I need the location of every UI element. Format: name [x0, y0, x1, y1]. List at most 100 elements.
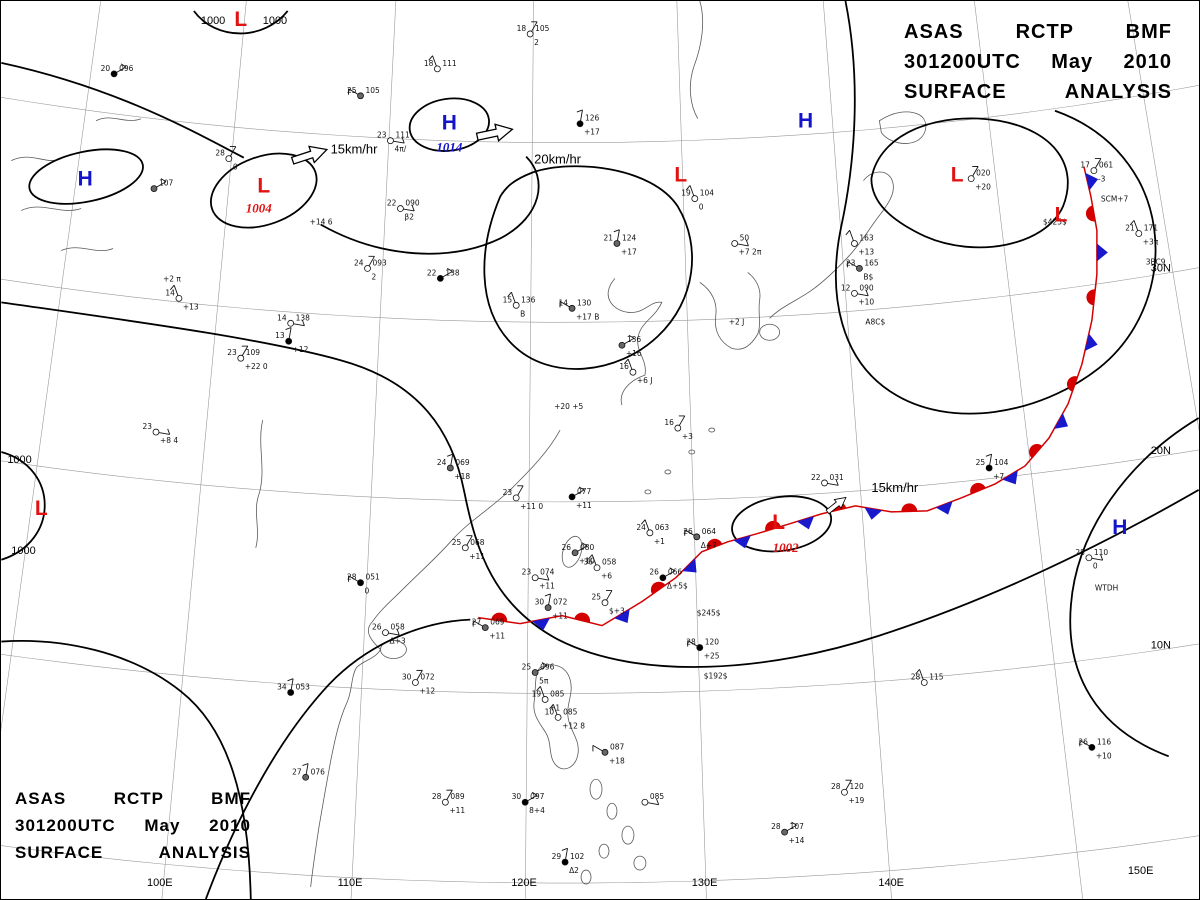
station-symbol	[302, 773, 310, 781]
station-extra: +11 0	[520, 502, 543, 511]
high-pressure-symbol: H	[798, 110, 813, 133]
station-plot: 14 130+17 B	[559, 298, 600, 321]
station-symbol	[287, 319, 295, 327]
station-temperature: 14	[277, 313, 287, 322]
station-symbol	[576, 120, 584, 128]
station-plot: 23 +8 4	[142, 422, 178, 445]
wind-barb	[847, 261, 858, 268]
station-temperature: 12	[841, 283, 851, 292]
station-symbol	[225, 155, 233, 163]
movement-speed-label: 15km/hr	[871, 480, 919, 495]
station-temperature: 28	[432, 792, 442, 801]
station-temperature: 24	[636, 523, 646, 532]
station-temperature: 22	[427, 268, 437, 277]
island	[633, 855, 647, 871]
station-symbol	[541, 696, 549, 703]
station-extra: +12	[419, 686, 435, 695]
station-extra: +8 4	[160, 436, 178, 445]
wind-barb-tick	[669, 567, 676, 572]
station-symbol	[152, 428, 160, 436]
station-symbol	[433, 65, 441, 73]
station-extra: +17	[621, 247, 637, 256]
station-extra: +3π	[1143, 237, 1159, 246]
station-extra: +11	[449, 806, 465, 815]
front-warm-symbol	[1086, 289, 1096, 306]
station-symbol	[544, 604, 552, 612]
station-extra: +11	[489, 632, 505, 641]
island-kyushu	[759, 323, 780, 341]
station-extra: 0	[365, 587, 370, 596]
low-pressure-symbol: L	[951, 164, 964, 187]
station-symbol	[985, 464, 993, 472]
station-symbol	[397, 205, 404, 212]
station-temperature: 10	[545, 707, 555, 716]
wind-barb	[305, 763, 309, 775]
station-pressure: 020	[976, 169, 991, 178]
station-temperature: 36	[583, 558, 593, 567]
front-cold-symbol	[1085, 172, 1099, 191]
station-symbol	[287, 689, 295, 696]
island	[598, 843, 610, 859]
station-temperature: 13	[275, 331, 285, 340]
station-pressure: 115	[929, 672, 944, 681]
station-plot: 27 069+11	[472, 618, 506, 641]
front-cold-symbol	[1054, 413, 1069, 429]
wind-barb	[1133, 220, 1139, 231]
station-plot: 25 068 +11	[452, 535, 485, 561]
longitude-label: 140E	[878, 877, 904, 889]
wind-barb	[606, 590, 613, 601]
station-temperature: 23	[377, 131, 387, 140]
station-plot: +2 π	[163, 274, 181, 283]
station-plot: $192$	[704, 671, 728, 680]
wind-barb-tick	[1100, 554, 1104, 561]
wind-barb	[450, 454, 454, 466]
island	[606, 802, 618, 820]
station-pressure: 138	[445, 268, 460, 277]
wind-barb	[548, 593, 551, 605]
wind-barb	[647, 802, 659, 806]
station-extra: 2	[372, 272, 377, 281]
pressure-value-label: 1014	[436, 140, 462, 155]
station-extra: +13	[183, 302, 199, 311]
station-plot: 50 +7 2π	[731, 233, 762, 256]
isobar	[1, 61, 245, 159]
station-plot: 22 031	[811, 473, 844, 487]
station-symbol	[481, 624, 489, 631]
station-pressure: 072	[420, 672, 434, 681]
station-plot: 136 +16	[618, 334, 642, 358]
station-pressure: 124	[622, 233, 637, 242]
wind-barb	[538, 577, 549, 581]
isobar-low-1002	[731, 495, 833, 553]
station-symbol	[512, 301, 520, 309]
wind-barb-tick	[428, 55, 433, 61]
isobar-low-1004	[209, 152, 318, 229]
wind-barb-tick	[544, 593, 551, 597]
isobar	[205, 618, 471, 899]
station-plot: SCM+7	[1101, 195, 1129, 204]
front-warm-symbol	[765, 520, 781, 532]
station-plot: 26 116+10	[1078, 737, 1112, 760]
station-plot: +14 6	[310, 218, 333, 227]
wind-barb-tick	[531, 791, 538, 796]
station-pressure: 072	[553, 598, 567, 607]
station-temperature: 20	[101, 64, 111, 73]
station-plot: 27 076	[292, 763, 325, 781]
station-plot: 30 072 +11	[535, 593, 568, 621]
station-symbol	[285, 337, 293, 345]
station-plot: 21 124 +17	[603, 229, 637, 256]
station-plot: 23 074 +11	[522, 568, 556, 591]
station-pressure: 163	[859, 233, 874, 242]
wind-barb	[416, 670, 423, 681]
wind-barb-tick	[536, 686, 541, 692]
station-symbol	[387, 137, 394, 145]
stationary-front	[478, 166, 1108, 631]
station-plot: 107	[150, 178, 173, 192]
station-temperature: 19	[532, 689, 542, 698]
station-pressure: 110	[1094, 548, 1109, 557]
low-pressure-symbol: L	[772, 511, 785, 534]
wind-barb	[580, 109, 583, 121]
station-pressure: 069	[455, 458, 470, 467]
station-plot: 23 +11 0	[503, 485, 543, 511]
station-plot: 28 089 +11	[432, 789, 465, 815]
